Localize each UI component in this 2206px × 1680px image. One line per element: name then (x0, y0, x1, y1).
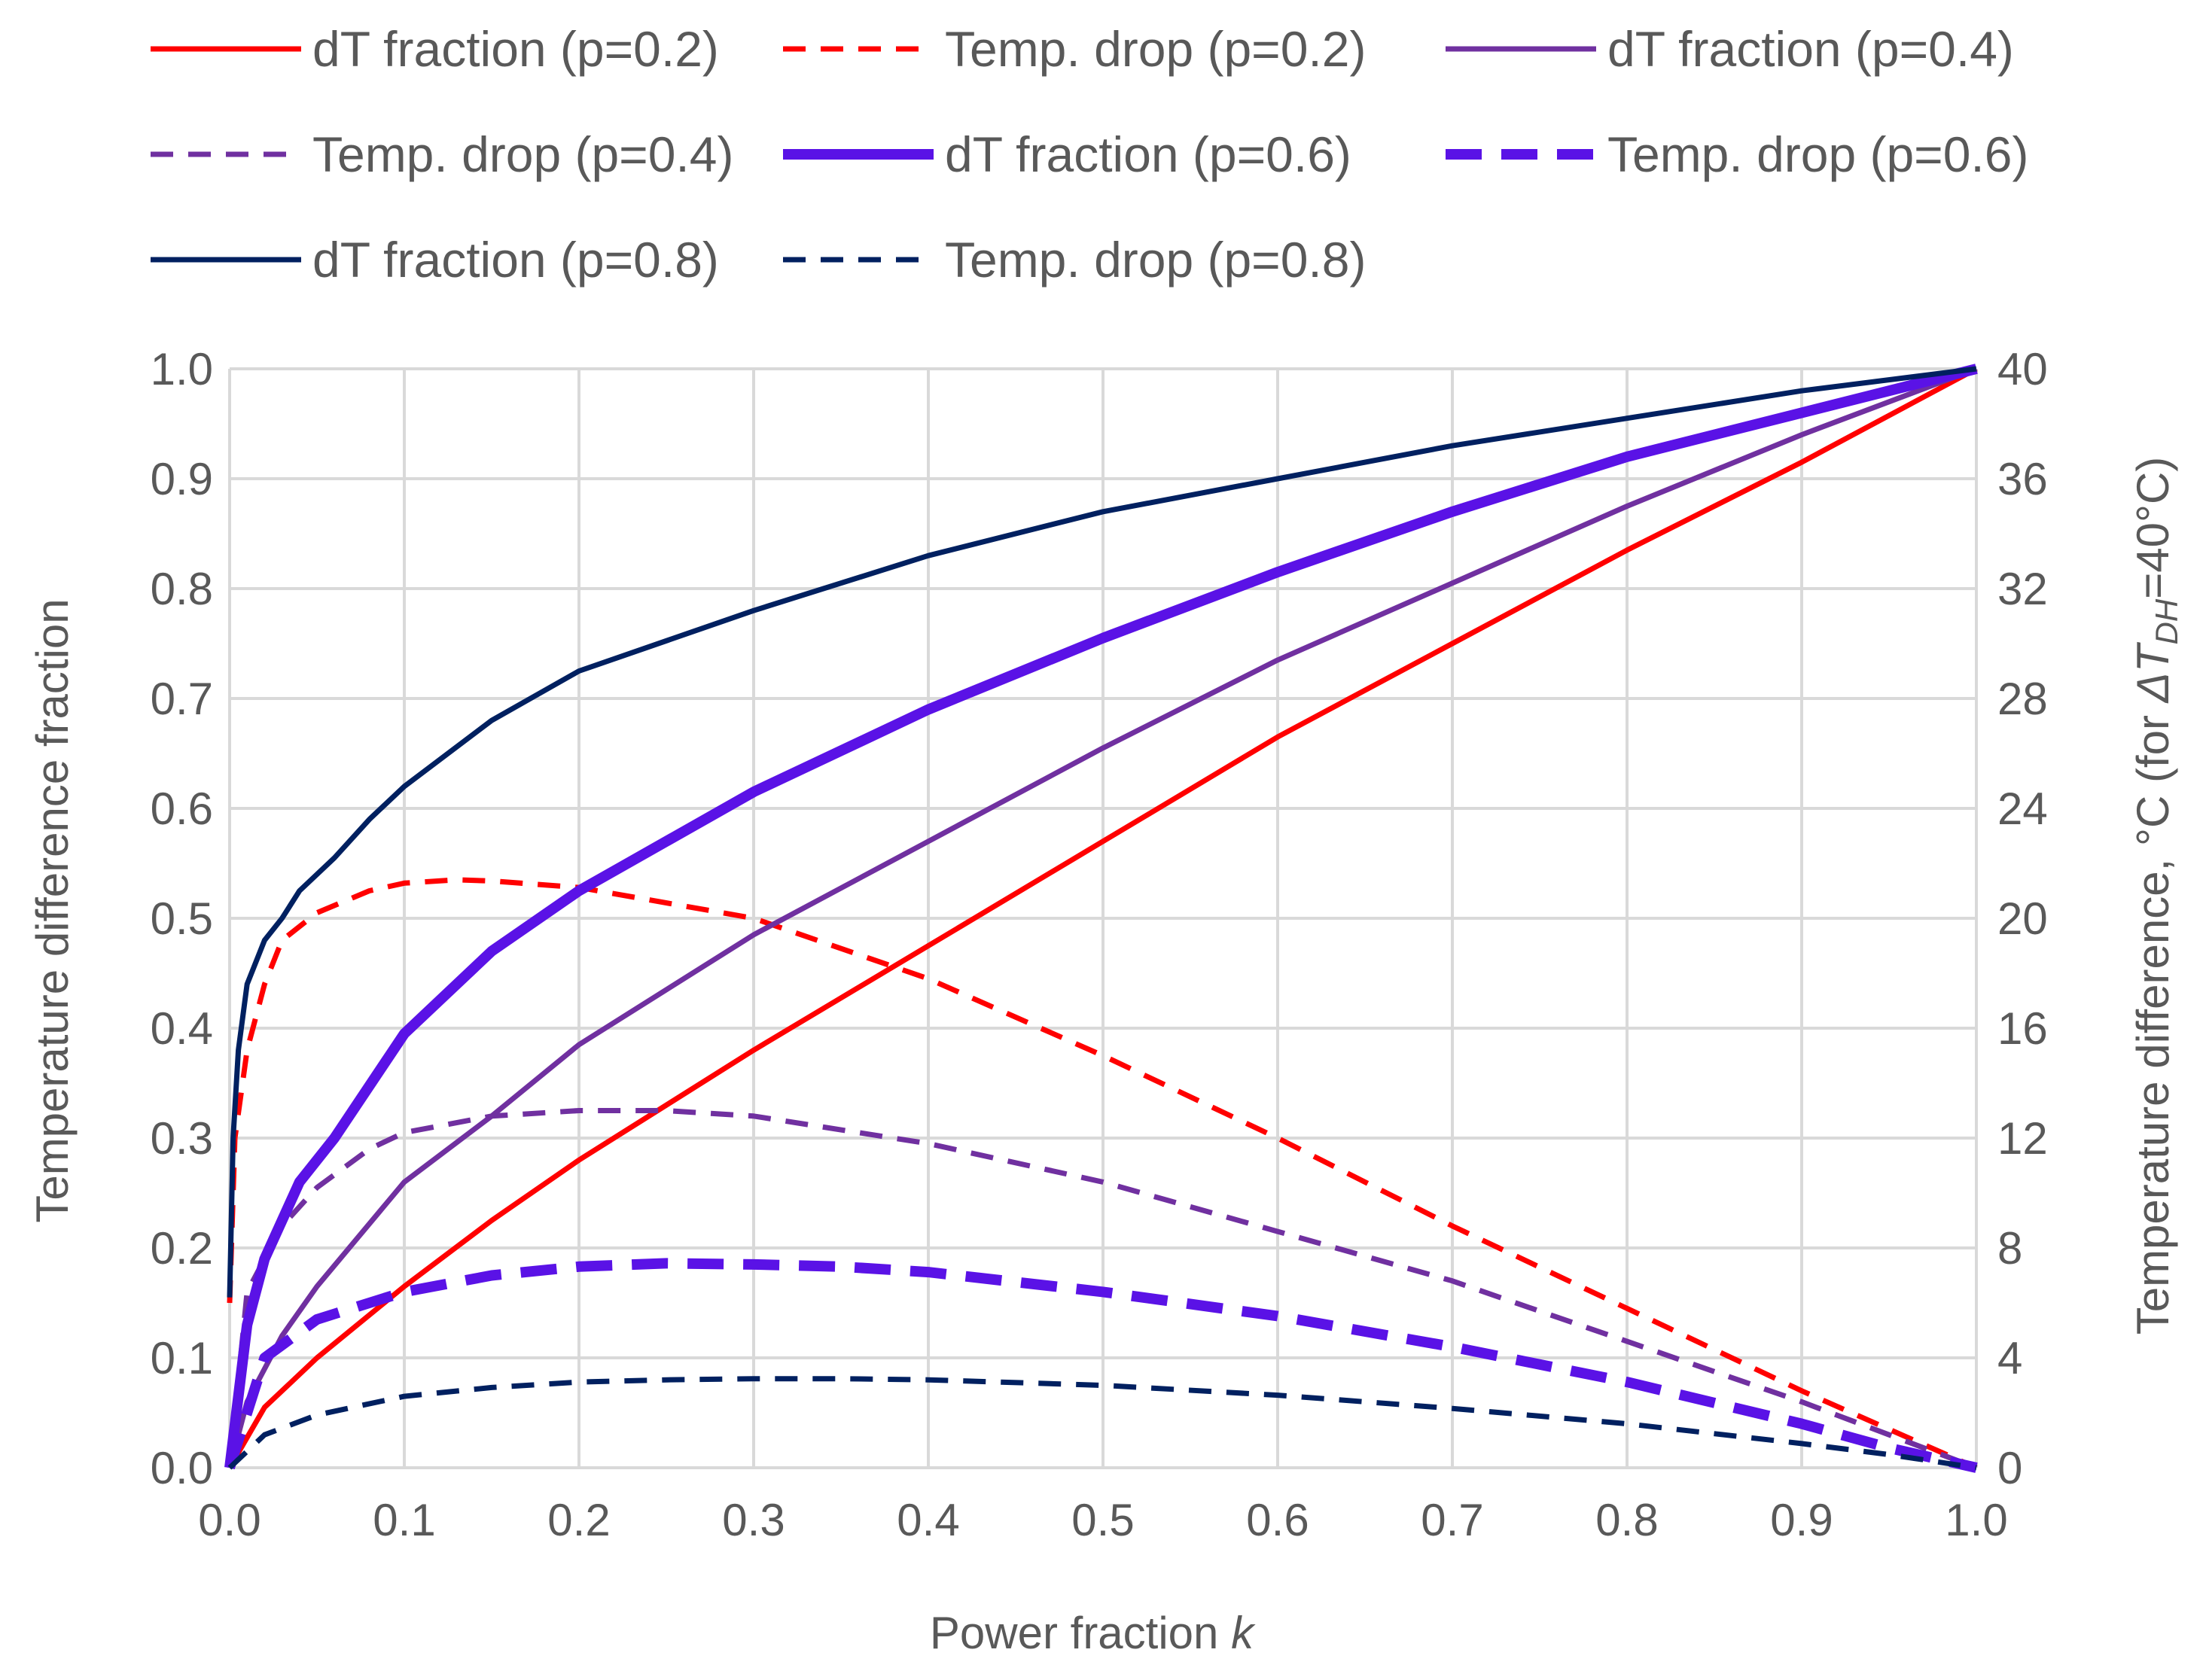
y2-axis-title-prefix: Temperature difference, °C (for (2128, 702, 2178, 1335)
x-tick-label: 0.7 (1421, 1495, 1483, 1545)
y-tick-label: 0.1 (151, 1333, 213, 1383)
series-line-5 (224, 364, 1978, 1468)
x-tick-label: 0.6 (1246, 1495, 1309, 1545)
y2-tick-label: 20 (1997, 893, 2048, 944)
x-tick-label: 0.0 (198, 1495, 261, 1545)
series-line-6 (224, 1258, 1978, 1473)
series-line-8 (227, 1376, 1977, 1471)
x-tick-label: 0.1 (373, 1495, 435, 1545)
y2-tick-label: 0 (1997, 1443, 2022, 1493)
legend-label: Temp. drop (p=0.2) (945, 21, 1366, 77)
x-tick-label: 0.5 (1071, 1495, 1134, 1545)
y2-tick-label: 28 (1997, 674, 2048, 724)
series-line-1 (227, 366, 1978, 1469)
legend-label: dT fraction (p=0.4) (1607, 21, 2014, 77)
legend: dT fraction (p=0.2) Temp. drop (p=0.2) dT … (151, 21, 2028, 288)
x-axis-title: Power fraction k (930, 1608, 1256, 1658)
y-tick-label: 0.7 (151, 674, 213, 724)
y-tick-label: 0.5 (151, 893, 213, 944)
x-axis-title-text: Power fraction (930, 1608, 1219, 1658)
series-line-2 (227, 877, 1978, 1471)
x-axis-ticks: 0.0 0.1 0.2 0.3 0.4 0.5 0.6 0.7 0.8 0.9 1.0 (198, 1495, 2007, 1545)
x-tick-label: 0.8 (1595, 1495, 1658, 1545)
legend-label: dT fraction (p=0.8) (312, 232, 719, 288)
legend-label: Temp. drop (p=0.4) (312, 126, 733, 182)
x-tick-label: 0.3 (722, 1495, 785, 1545)
legend-label: dT fraction (p=0.6) (945, 126, 1351, 182)
legend-label: Temp. drop (p=0.8) (945, 232, 1366, 288)
y-tick-label: 0.9 (151, 454, 213, 504)
y2-tick-label: 8 (1997, 1223, 2022, 1274)
y2-axis-title-var: ΔT (2128, 641, 2178, 704)
y2-tick-label: 24 (1997, 784, 2048, 834)
gridlines (228, 367, 1978, 1469)
x-tick-label: 0.9 (1770, 1495, 1833, 1545)
y-axis-title: Temperature difference fraction (27, 598, 78, 1222)
y2-tick-label: 36 (1997, 454, 2048, 504)
y-tick-label: 0.3 (151, 1113, 213, 1164)
y-tick-label: 0.6 (151, 784, 213, 834)
y2-tick-label: 12 (1997, 1113, 2048, 1164)
series-line-3 (227, 366, 1978, 1468)
y2-axis-title-suffix: =40°C) (2128, 457, 2178, 599)
legend-label: dT fraction (p=0.2) (312, 21, 719, 77)
y2-tick-label: 40 (1997, 344, 2048, 394)
x-tick-label: 1.0 (1945, 1495, 2007, 1545)
y-tick-label: 0.0 (151, 1443, 213, 1493)
y-axis-ticks: 0.0 0.1 0.2 0.3 0.4 0.5 0.6 0.7 0.8 0.9 1.0 (151, 344, 213, 1493)
y2-axis-title-sub: DH (2149, 598, 2184, 644)
y-axis-title-text: Temperature difference fraction (27, 598, 78, 1222)
x-tick-label: 0.4 (897, 1495, 959, 1545)
y2-axis-title: Temperature difference, °C (for ΔTDH=40°… (2128, 457, 2184, 1335)
legend-label: Temp. drop (p=0.6) (1607, 126, 2028, 182)
y2-axis-ticks: 0 4 8 12 16 20 24 28 32 36 40 (1997, 344, 2048, 1493)
y-tick-label: 0.8 (151, 564, 213, 614)
y2-tick-label: 32 (1997, 564, 2048, 614)
y-tick-label: 0.2 (151, 1223, 213, 1274)
series-line-7 (227, 366, 1977, 1298)
y2-tick-label: 4 (1997, 1333, 2022, 1383)
x-tick-label: 0.2 (547, 1495, 610, 1545)
y2-tick-label: 16 (1997, 1003, 2048, 1054)
y-tick-label: 1.0 (151, 344, 213, 394)
x-axis-title-var: k (1231, 1608, 1256, 1658)
y-tick-label: 0.4 (151, 1003, 213, 1054)
series-lines (224, 364, 1978, 1473)
